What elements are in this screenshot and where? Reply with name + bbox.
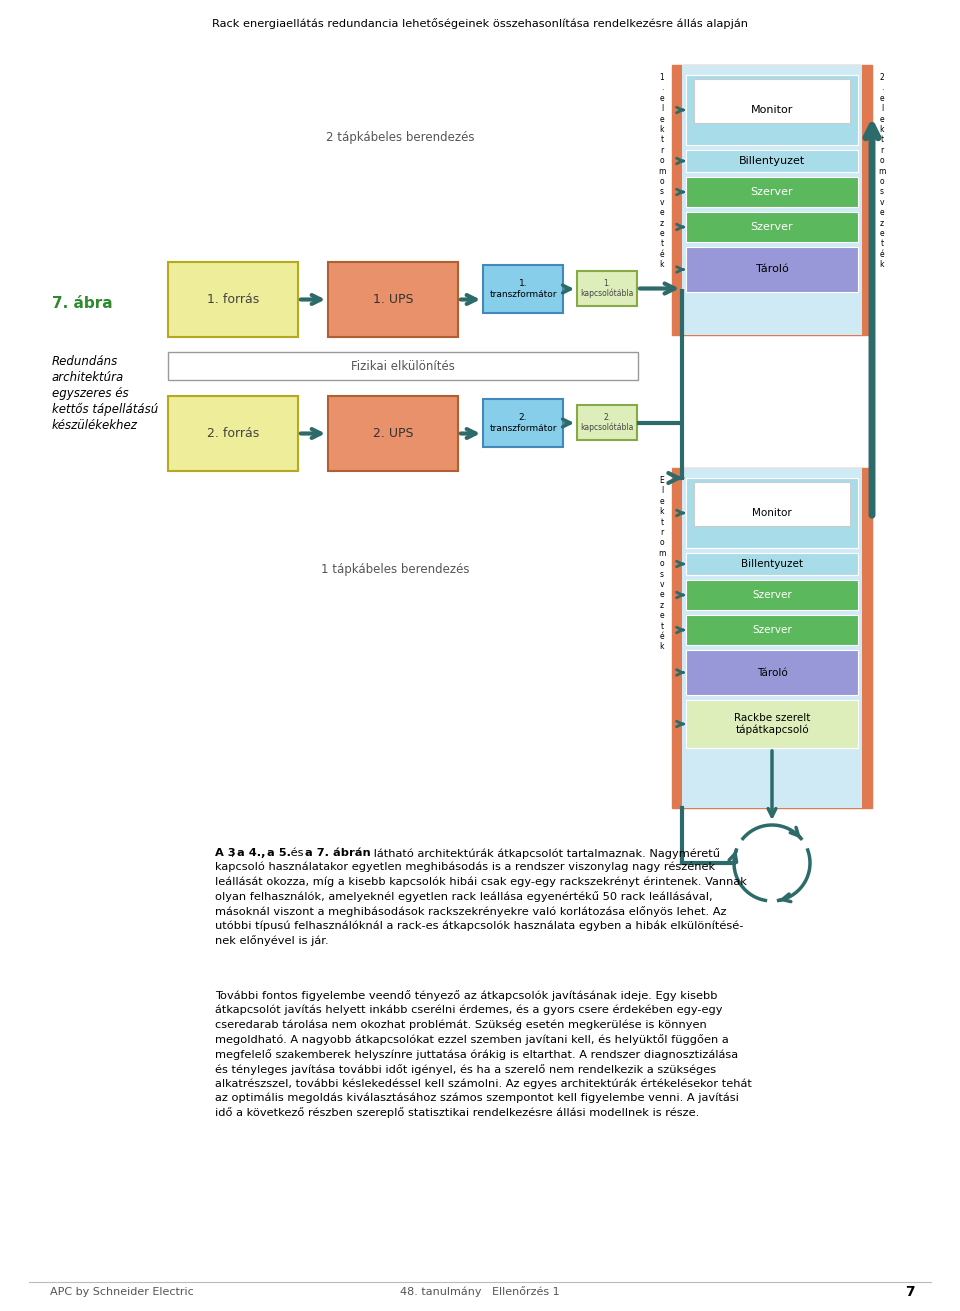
Text: Rack energiaellátás redundancia lehetőségeinek összehasonlítása rendelkezésre ál: Rack energiaellátás redundancia lehetősé… [212, 18, 748, 29]
Text: Redundáns: Redundáns [52, 355, 118, 368]
Bar [686, 553, 858, 576]
Bar [328, 262, 458, 337]
Text: 1. forrás: 1. forrás [206, 292, 259, 305]
Bar [686, 212, 858, 243]
Text: Szerver: Szerver [752, 590, 792, 600]
Bar [694, 482, 850, 526]
Bar [672, 66, 872, 336]
Text: 1. UPS: 1. UPS [372, 292, 413, 305]
Text: látható architektúrák átkapcsolót tartalmaznak. Nagyméretű: látható architektúrák átkapcsolót tartal… [370, 848, 720, 859]
Text: és: és [287, 848, 307, 857]
Text: kapcsoló használatakor egyetlen meghibásodás is a rendszer viszonylag nagy részé: kapcsoló használatakor egyetlen meghibás… [215, 863, 747, 947]
Text: 7: 7 [905, 1285, 915, 1299]
Bar [168, 396, 298, 471]
Text: 1.
kapcsolótábla: 1. kapcsolótábla [580, 278, 634, 299]
Bar [483, 265, 563, 313]
Bar [682, 66, 862, 336]
Bar [686, 579, 858, 610]
Text: a 5.: a 5. [267, 848, 291, 857]
Text: 1
.
e
l
e
k
t
r
o
m
o
s
v
e
z
e
t
é
k: 1 . e l e k t r o m o s v e z e t é k [659, 73, 665, 269]
Text: Fizikai elkülönítés: Fizikai elkülönítés [351, 359, 455, 372]
Text: a 7. ábrán: a 7. ábrán [305, 848, 371, 857]
Bar [672, 468, 872, 808]
Text: Billentyuzet: Billentyuzet [739, 156, 805, 166]
Bar [694, 79, 850, 123]
Text: Szerver: Szerver [751, 222, 793, 232]
Text: Szerver: Szerver [752, 625, 792, 635]
Text: 2.
transzformátor: 2. transzformátor [490, 413, 557, 433]
Text: Szerver: Szerver [751, 187, 793, 197]
Text: Rackbe szerelt
tápátkapcsoló: Rackbe szerelt tápátkapcsoló [733, 713, 810, 735]
Text: készülékekhez: készülékekhez [52, 420, 138, 433]
Text: 48. tanulmány   Ellenőrzés 1: 48. tanulmány Ellenőrzés 1 [400, 1286, 560, 1298]
Text: Tároló: Tároló [756, 265, 788, 274]
Text: 2
.
e
l
e
k
t
r
o
m
o
s
v
e
z
e
t
é
k: 2 . e l e k t r o m o s v e z e t é k [878, 73, 886, 269]
Text: 2. forrás: 2. forrás [206, 427, 259, 440]
Text: kettős tápellátású: kettős tápellátású [52, 402, 158, 416]
Text: ,: , [231, 848, 238, 857]
Bar [577, 405, 637, 440]
Text: 2.
kapcsolótábla: 2. kapcsolótábla [580, 413, 634, 433]
Text: Monitor: Monitor [751, 105, 793, 115]
Bar [686, 246, 858, 292]
Bar [483, 399, 563, 447]
Text: További fontos figyelembe veendő tényező az átkapcsolók javításának ideje. Egy k: További fontos figyelembe veendő tényező… [215, 990, 752, 1118]
Bar [686, 650, 858, 695]
Text: egyszeres és: egyszeres és [52, 387, 129, 400]
Text: Monitor: Monitor [752, 507, 792, 518]
Text: a 4.,: a 4., [237, 848, 266, 857]
Bar [686, 149, 858, 172]
Bar [686, 177, 858, 207]
Bar [577, 271, 637, 305]
Bar [686, 479, 858, 548]
Text: APC by Schneider Electric: APC by Schneider Electric [50, 1287, 194, 1297]
Bar [682, 468, 862, 808]
Text: Billentyuzet: Billentyuzet [741, 558, 803, 569]
Text: Tároló: Tároló [756, 667, 787, 678]
Bar [328, 396, 458, 471]
Text: 1 tápkábeles berendezés: 1 tápkábeles berendezés [321, 564, 469, 577]
Bar [686, 700, 858, 749]
Text: 2 tápkábeles berendezés: 2 tápkábeles berendezés [325, 131, 474, 144]
Bar [168, 351, 638, 380]
Text: architektúra: architektúra [52, 371, 124, 384]
Bar [168, 262, 298, 337]
Text: E
l
e
k
t
r
o
m
o
s
v
e
z
e
t
é
k: E l e k t r o m o s v e z e t é k [659, 476, 665, 652]
Bar [686, 615, 858, 645]
Text: 2. UPS: 2. UPS [372, 427, 413, 440]
Bar [686, 75, 858, 146]
Text: 1.
transzformátor: 1. transzformátor [490, 279, 557, 299]
Text: 7. ábra: 7. ábra [52, 295, 112, 311]
Text: A 3: A 3 [215, 848, 236, 857]
